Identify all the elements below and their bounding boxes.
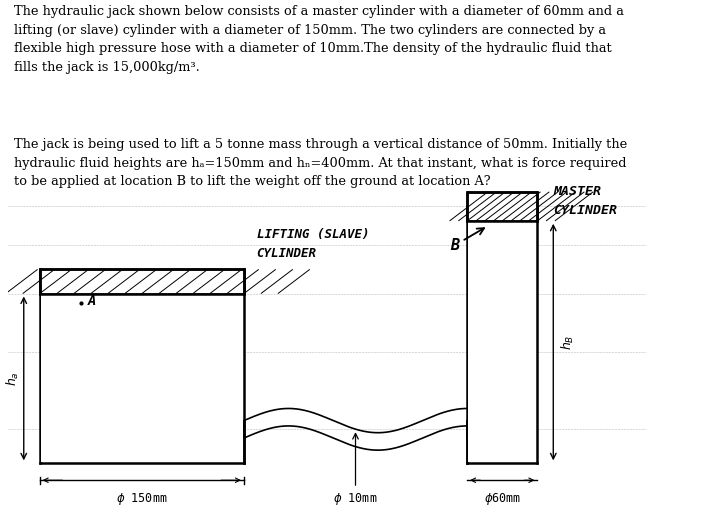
Polygon shape	[468, 221, 536, 462]
Text: $\phi$ 10mm: $\phi$ 10mm	[333, 434, 378, 507]
Text: The jack is being used to lift a 5 tonne mass through a vertical distance of 50m: The jack is being used to lift a 5 tonne…	[14, 138, 628, 188]
Polygon shape	[41, 294, 243, 462]
Polygon shape	[467, 192, 538, 221]
Text: $h_a$: $h_a$	[4, 371, 21, 386]
Text: LIFTING (SLAVE)
CYLINDER: LIFTING (SLAVE) CYLINDER	[256, 228, 369, 260]
Text: MASTER
CYLINDER: MASTER CYLINDER	[553, 185, 618, 216]
Polygon shape	[40, 269, 244, 294]
Text: The hydraulic jack shown below consists of a master cylinder with a diameter of : The hydraulic jack shown below consists …	[14, 5, 624, 74]
Text: $h_B$: $h_B$	[560, 334, 575, 350]
Text: A: A	[88, 294, 96, 308]
Text: B: B	[450, 228, 484, 253]
Text: $\phi$60mm: $\phi$60mm	[483, 491, 521, 507]
Text: $\phi$ 150mm: $\phi$ 150mm	[116, 491, 168, 507]
